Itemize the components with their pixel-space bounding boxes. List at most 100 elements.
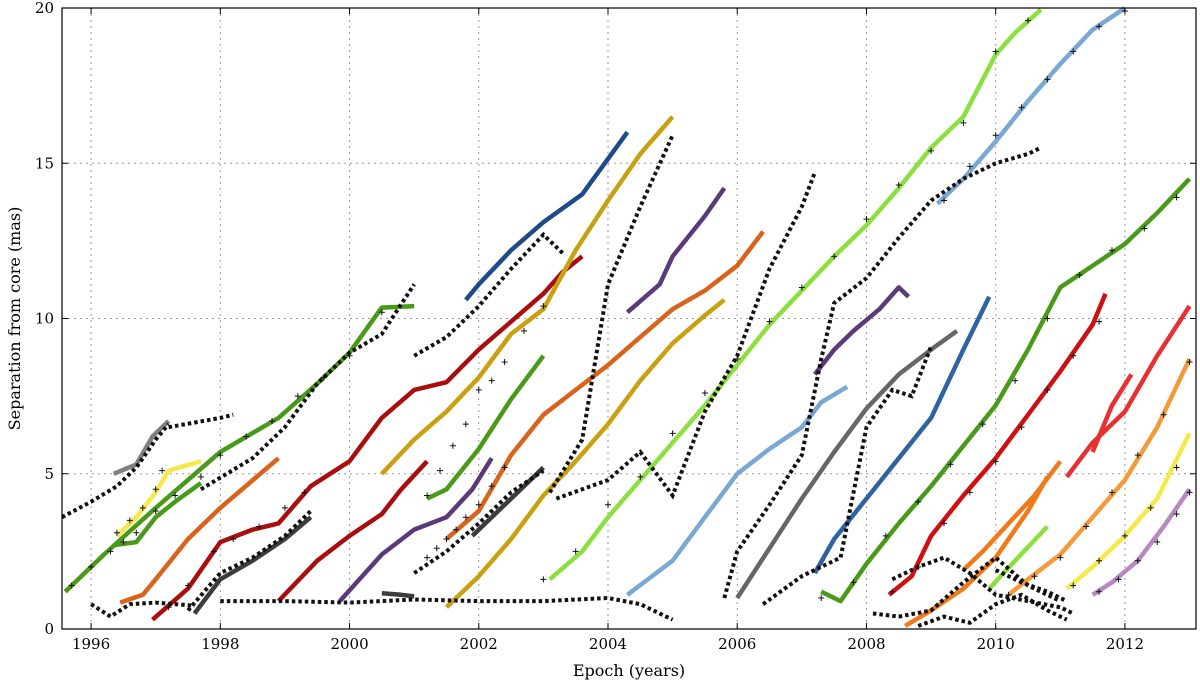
series-line-7 bbox=[276, 459, 429, 603]
data-point-marker bbox=[992, 458, 999, 465]
data-point-marker bbox=[1186, 358, 1193, 365]
series-line-1 bbox=[112, 419, 171, 476]
point-markers bbox=[68, 8, 1193, 611]
data-point-marker bbox=[889, 588, 896, 595]
data-point-marker bbox=[210, 548, 217, 555]
data-point-marker bbox=[437, 467, 443, 474]
x-tick-label: 1998 bbox=[201, 635, 239, 653]
data-point-marker bbox=[966, 163, 973, 170]
data-point-marker bbox=[1160, 411, 1167, 418]
data-point-marker bbox=[818, 594, 825, 601]
data-point-marker bbox=[378, 309, 385, 316]
data-point-marker bbox=[120, 539, 127, 546]
data-point-marker bbox=[185, 582, 191, 589]
data-point-marker bbox=[269, 417, 275, 424]
data-point-marker bbox=[1115, 576, 1122, 583]
data-point-marker bbox=[1109, 247, 1115, 254]
x-tick-label: 1996 bbox=[72, 635, 110, 653]
model-fit-line-4 bbox=[220, 595, 674, 622]
series-line-18 bbox=[626, 384, 849, 597]
data-point-marker bbox=[107, 548, 114, 555]
data-point-marker bbox=[126, 517, 133, 524]
x-tick-label: 2000 bbox=[330, 635, 368, 653]
series-line-0 bbox=[63, 303, 415, 594]
series-line-22 bbox=[820, 177, 1192, 604]
data-point-marker bbox=[1134, 452, 1141, 459]
x-tick-label: 2012 bbox=[1106, 635, 1144, 653]
model-fit-line-7 bbox=[413, 468, 545, 575]
data-point-marker bbox=[152, 508, 159, 515]
model-fit-line-6 bbox=[413, 231, 565, 358]
data-point-marker bbox=[979, 421, 986, 428]
data-point-marker bbox=[165, 604, 172, 611]
data-point-marker bbox=[488, 483, 495, 490]
x-tick-label: 2010 bbox=[977, 635, 1015, 653]
model-fit-line-11 bbox=[761, 345, 933, 606]
series-line-28 bbox=[1007, 357, 1192, 597]
x-tick-label: 2008 bbox=[847, 635, 885, 653]
y-tick-label: 10 bbox=[35, 310, 54, 328]
series-line-9 bbox=[381, 591, 415, 599]
model-fit-lines bbox=[61, 134, 1075, 628]
data-point-marker bbox=[68, 582, 75, 589]
data-point-marker bbox=[159, 467, 166, 474]
series-line-29 bbox=[1065, 304, 1192, 479]
data-point-marker bbox=[1121, 532, 1128, 539]
model-fit-line-10 bbox=[722, 145, 1042, 599]
data-point-marker bbox=[637, 473, 644, 480]
series-line-23 bbox=[935, 6, 1127, 206]
series-line-21 bbox=[812, 295, 992, 575]
series-line-12 bbox=[464, 130, 630, 302]
series-line-32 bbox=[1091, 488, 1192, 597]
data-point-marker bbox=[462, 421, 469, 428]
data-point-marker bbox=[1031, 573, 1038, 580]
data-point-marker bbox=[501, 358, 508, 365]
series-line-31 bbox=[1065, 432, 1192, 591]
data-point-marker bbox=[1173, 511, 1180, 518]
data-point-marker bbox=[766, 318, 773, 325]
data-point-marker bbox=[301, 489, 308, 496]
series-line-8 bbox=[338, 457, 494, 603]
data-point-marker bbox=[605, 501, 611, 508]
series-line-2 bbox=[115, 459, 202, 538]
data-point-marker bbox=[1057, 554, 1064, 561]
data-point-marker bbox=[1096, 318, 1103, 325]
data-point-marker bbox=[669, 430, 676, 437]
data-point-marker bbox=[172, 492, 179, 499]
model-fit-line-14 bbox=[917, 592, 1068, 628]
series-line-20 bbox=[735, 329, 959, 600]
series-line-10 bbox=[380, 115, 675, 476]
model-fit-line-5 bbox=[186, 509, 313, 612]
data-point-marker bbox=[734, 355, 741, 362]
x-tick-labels: 1996 1998 2000 2002 2004 2006 2008 2010 2012 bbox=[72, 635, 1144, 653]
data-point-marker bbox=[1012, 377, 1019, 384]
series-line-24 bbox=[887, 292, 1108, 597]
x-tick-label: 2002 bbox=[460, 635, 498, 653]
data-point-marker bbox=[572, 548, 579, 555]
data-point-marker bbox=[941, 197, 947, 204]
y-tick-labels: 0 5 10 15 20 bbox=[35, 0, 54, 638]
data-point-marker bbox=[960, 119, 967, 126]
data-point-marker bbox=[915, 563, 922, 570]
data-point-marker bbox=[992, 48, 999, 55]
data-point-marker bbox=[1096, 557, 1103, 564]
series-line-27 bbox=[987, 524, 1050, 591]
y-tick-label: 5 bbox=[44, 465, 54, 483]
x-tick-label: 2006 bbox=[718, 635, 756, 653]
series-line-13 bbox=[445, 230, 765, 541]
model-fit-line-2 bbox=[199, 283, 416, 492]
series-line-30 bbox=[1090, 373, 1134, 453]
data-point-marker bbox=[88, 563, 95, 570]
data-point-marker bbox=[540, 303, 547, 310]
data-point-marker bbox=[294, 393, 301, 400]
data-point-marker bbox=[475, 501, 482, 508]
data-point-marker bbox=[488, 377, 495, 384]
model-fit-line-0 bbox=[61, 422, 171, 519]
data-point-marker bbox=[831, 253, 838, 260]
series-lines bbox=[63, 6, 1192, 628]
x-axis-title: Epoch (years) bbox=[573, 661, 685, 680]
data-point-marker bbox=[1134, 557, 1141, 564]
x-tick-label: 2004 bbox=[589, 635, 627, 653]
model-fit-line-3 bbox=[90, 600, 195, 619]
data-point-marker bbox=[1044, 386, 1051, 393]
